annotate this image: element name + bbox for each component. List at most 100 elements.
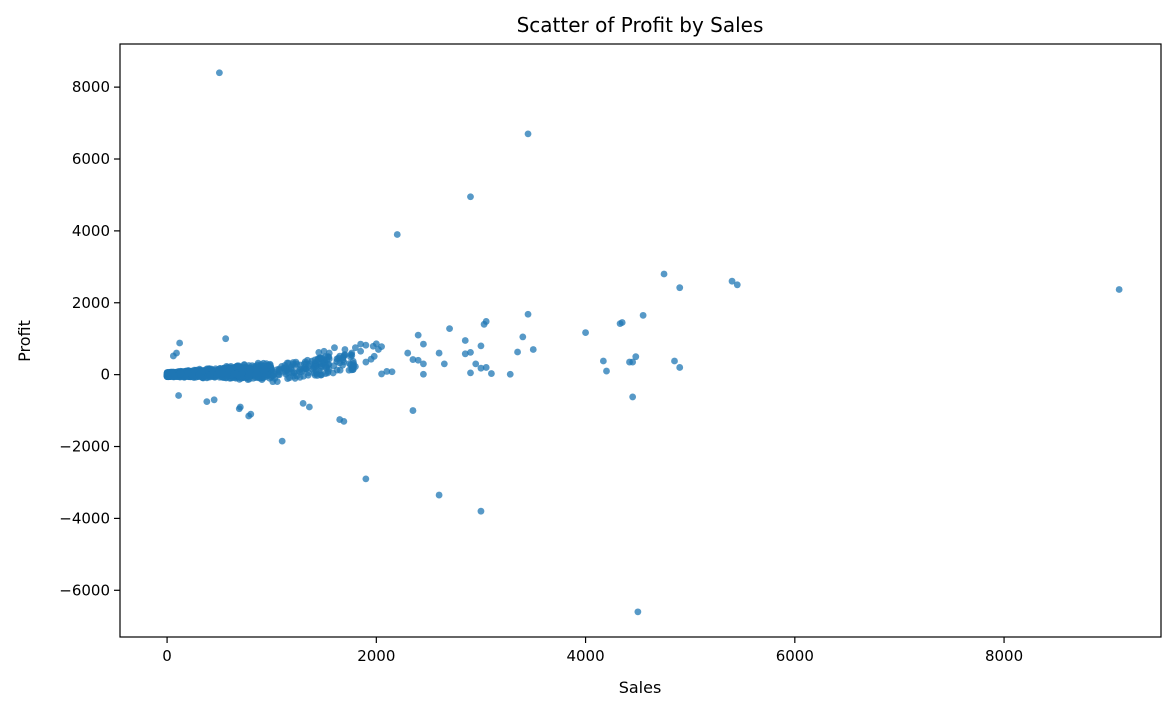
y-tick-label: 0 xyxy=(100,366,110,384)
chart-title: Scatter of Profit by Sales xyxy=(517,13,764,37)
scatter-point xyxy=(378,370,385,378)
scatter-point xyxy=(514,348,521,356)
scatter-point xyxy=(728,277,736,285)
scatter-point xyxy=(281,364,289,372)
scatter-point xyxy=(420,370,427,378)
scatter-point xyxy=(420,340,427,348)
scatter-point xyxy=(529,346,537,353)
scatter-point xyxy=(350,359,358,367)
scatter-point xyxy=(414,356,422,364)
scatter-point xyxy=(320,347,328,355)
x-tick-label: 6000 xyxy=(776,647,814,665)
scatter-point xyxy=(322,364,329,372)
scatter-point xyxy=(317,364,325,372)
scatter-point xyxy=(308,365,316,373)
scatter-point xyxy=(461,337,469,344)
scatter-point xyxy=(210,396,218,404)
scatter-point xyxy=(676,364,684,371)
scatter-point xyxy=(1115,286,1123,293)
scatter-point xyxy=(409,407,417,414)
y-tick-label: 4000 xyxy=(72,222,110,240)
scatter-point xyxy=(467,369,474,377)
scatter-point xyxy=(345,366,353,374)
scatter-point xyxy=(336,366,344,374)
scatter-point xyxy=(660,270,668,278)
scatter-point xyxy=(676,284,684,292)
scatter-point xyxy=(291,362,298,369)
x-tick-label: 4000 xyxy=(566,647,604,665)
scatter-point xyxy=(362,475,370,483)
scatter-point xyxy=(306,360,314,368)
scatter-point xyxy=(330,362,338,370)
x-tick-label: 8000 xyxy=(985,647,1023,665)
scatter-point xyxy=(222,335,230,343)
scatter-point xyxy=(318,354,325,362)
scatter-point xyxy=(414,331,422,339)
scatter-point xyxy=(634,608,642,616)
scatter-point xyxy=(639,311,647,319)
scatter-point xyxy=(315,348,323,356)
scatter-point xyxy=(671,357,678,365)
scatter-point xyxy=(275,366,283,374)
scatter-point xyxy=(169,352,177,360)
scatter-point xyxy=(273,378,281,386)
scatter-point xyxy=(299,399,307,407)
scatter-point xyxy=(440,360,448,368)
scatter-point xyxy=(296,361,304,369)
plot-area xyxy=(163,69,1123,616)
scatter-point xyxy=(284,375,292,382)
scatter-point xyxy=(435,491,443,499)
scatter-point xyxy=(488,370,495,377)
y-axis: −6000 −4000 −2000 0 2000 4000 6000 8000 xyxy=(59,78,120,599)
scatter-point xyxy=(313,372,321,379)
scatter-point xyxy=(367,355,375,363)
scatter-point xyxy=(219,366,227,374)
scatter-point xyxy=(582,329,589,336)
y-tick-label: 6000 xyxy=(72,150,110,168)
scatter-point xyxy=(230,370,238,378)
y-tick-label: −4000 xyxy=(59,509,110,527)
scatter-point xyxy=(278,437,286,445)
scatter-point xyxy=(175,392,182,399)
scatter-point xyxy=(461,350,469,358)
scatter-point xyxy=(733,281,741,289)
scatter-point xyxy=(261,366,269,374)
scatter-point xyxy=(247,366,255,374)
y-tick-label: 8000 xyxy=(72,78,110,96)
y-axis-label: Profit xyxy=(15,320,34,362)
scatter-point xyxy=(234,362,242,370)
scatter-point xyxy=(524,130,532,138)
y-tick-label: −6000 xyxy=(59,581,110,599)
scatter-point xyxy=(480,320,488,328)
scatter-point xyxy=(467,193,474,201)
scatter-point xyxy=(215,69,223,77)
scatter-point xyxy=(362,358,370,366)
scatter-point xyxy=(293,372,301,380)
scatter-point xyxy=(255,374,262,382)
scatter-point xyxy=(524,310,532,318)
scatter-point xyxy=(435,349,443,357)
scatter-point xyxy=(176,368,184,376)
scatter-point xyxy=(339,361,346,369)
x-axis-label: Sales xyxy=(619,678,662,697)
scatter-point xyxy=(506,370,514,378)
scatter-point xyxy=(227,363,235,370)
scatter-point xyxy=(626,358,633,366)
scatter-point xyxy=(341,351,348,359)
scatter-point xyxy=(599,357,607,365)
scatter-point xyxy=(203,398,211,405)
scatter-point xyxy=(482,364,490,371)
scatter-point xyxy=(477,507,485,515)
scatter-point xyxy=(467,348,474,356)
scatter-point xyxy=(409,356,417,363)
scatter-point xyxy=(357,347,365,355)
y-tick-label: −2000 xyxy=(59,438,110,456)
scatter-point xyxy=(331,344,338,352)
x-axis: 0 2000 4000 6000 8000 xyxy=(162,637,1023,665)
scatter-point xyxy=(420,360,427,368)
scatter-point xyxy=(305,403,313,411)
x-tick-label: 2000 xyxy=(357,647,395,665)
scatter-point xyxy=(225,369,232,377)
scatter-point xyxy=(446,325,453,333)
x-tick-label: 0 xyxy=(162,647,172,665)
